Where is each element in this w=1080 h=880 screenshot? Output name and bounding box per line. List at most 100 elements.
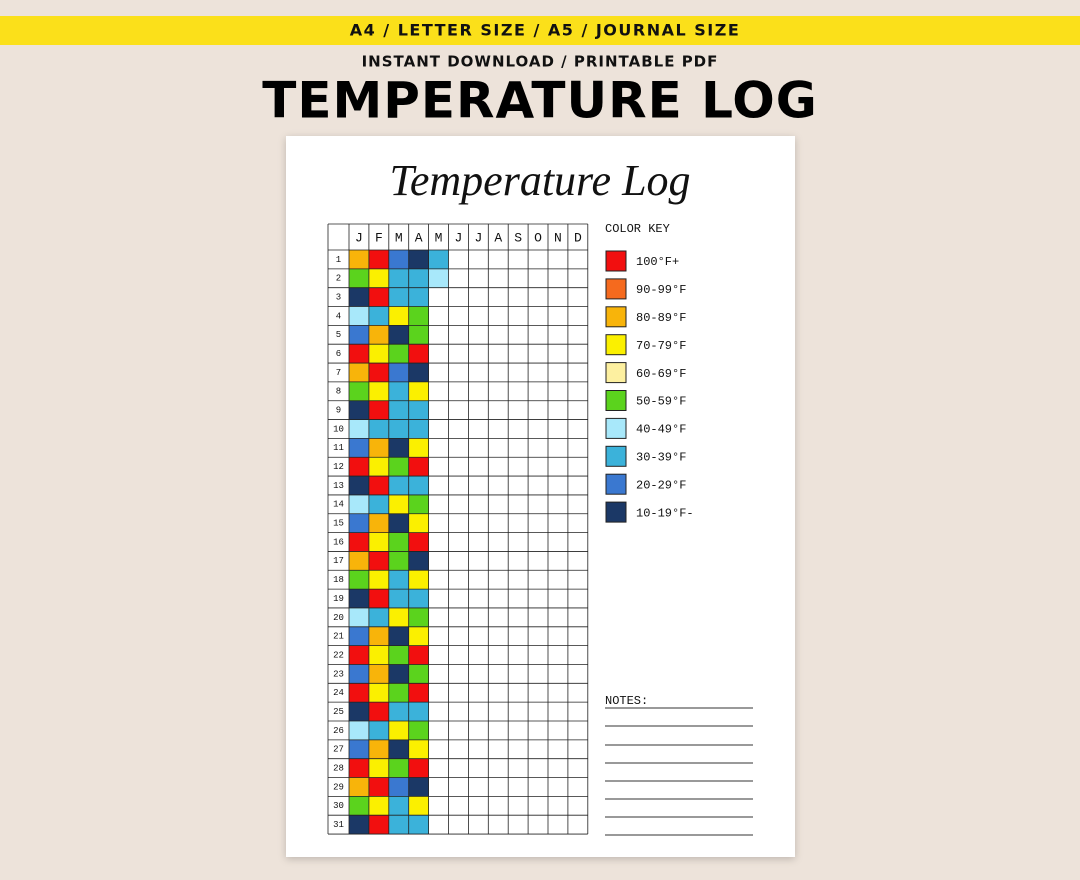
log-cell — [349, 607, 369, 627]
day-label: 29 — [333, 782, 344, 792]
log-cell — [349, 645, 369, 665]
day-label: 28 — [333, 763, 344, 773]
log-cell — [388, 664, 409, 684]
day-label: 20 — [333, 613, 344, 623]
day-label: 21 — [333, 632, 344, 642]
log-cell — [408, 551, 429, 571]
day-label: 25 — [333, 707, 344, 717]
day-label: 1 — [336, 255, 341, 265]
log-cell — [368, 513, 389, 533]
day-label: 22 — [333, 650, 344, 660]
log-cell — [349, 721, 369, 740]
log-cell — [349, 306, 369, 326]
log-cell — [388, 815, 409, 835]
log-cell — [368, 626, 389, 646]
log-cell — [388, 589, 409, 608]
heading: TEMPERATURE LOG — [262, 72, 818, 130]
log-cell — [388, 287, 409, 307]
log-cell — [368, 758, 389, 778]
log-cell — [349, 683, 369, 703]
log-cell — [408, 626, 429, 646]
log-cell — [388, 325, 409, 345]
month-label: O — [534, 230, 542, 245]
log-cell — [388, 513, 409, 533]
log-cell — [408, 739, 429, 759]
log-cell — [408, 494, 429, 514]
log-cell — [388, 250, 409, 269]
log-cell — [388, 381, 409, 401]
log-cell — [388, 344, 409, 364]
log-cell — [388, 438, 409, 458]
log-cell — [388, 363, 409, 382]
log-cell — [388, 777, 409, 797]
log-cell — [368, 739, 389, 759]
month-label: A — [415, 230, 423, 245]
log-cell — [408, 758, 429, 778]
log-cell — [408, 815, 429, 835]
key-swatch — [605, 501, 627, 523]
log-cell — [368, 250, 389, 269]
log-cell — [349, 419, 369, 439]
key-swatch — [605, 334, 627, 356]
key-label: 40-49°F — [636, 423, 686, 437]
log-cell — [368, 419, 389, 439]
day-label: 19 — [333, 594, 344, 604]
log-cell — [349, 457, 369, 477]
month-label: D — [574, 230, 582, 245]
day-label: 11 — [333, 443, 344, 453]
key-swatch — [605, 306, 627, 328]
day-label: 23 — [333, 669, 344, 679]
log-cell — [368, 325, 389, 345]
key-swatch — [605, 362, 627, 384]
sheet-title: Temperature Log — [389, 156, 690, 205]
log-cell — [349, 815, 369, 835]
day-label: 13 — [333, 481, 344, 491]
log-cell — [368, 306, 389, 326]
day-label: 4 — [336, 311, 341, 321]
log-cell — [349, 589, 369, 608]
log-cell — [368, 551, 389, 571]
log-cell — [368, 476, 389, 495]
log-cell — [368, 645, 389, 665]
day-label: 26 — [333, 726, 344, 736]
log-cell — [349, 626, 369, 646]
log-cell — [408, 645, 429, 665]
day-label: 3 — [336, 292, 341, 302]
log-cell — [388, 702, 409, 721]
notes-title: NOTES: — [605, 694, 648, 708]
day-label: 17 — [333, 556, 344, 566]
notes-lines — [605, 707, 753, 836]
log-cell — [388, 796, 409, 816]
key-label: 90-99°F — [636, 283, 686, 297]
key-label: 100°F+ — [636, 255, 679, 269]
key-swatch — [605, 417, 627, 439]
log-cell — [349, 513, 369, 533]
log-cell — [368, 683, 389, 703]
log-cell — [388, 400, 409, 420]
month-label: A — [494, 230, 502, 245]
log-cell — [408, 325, 429, 345]
day-label: 5 — [336, 330, 341, 340]
log-cell — [349, 325, 369, 345]
day-label: 9 — [336, 406, 341, 416]
key-swatch — [605, 473, 627, 495]
log-cell — [368, 532, 389, 552]
log-cell — [408, 419, 429, 439]
log-cell — [408, 513, 429, 533]
log-cell — [408, 683, 429, 703]
log-cell — [388, 494, 409, 514]
key-label: 50-59°F — [636, 395, 686, 409]
day-label: 12 — [333, 462, 344, 472]
month-label: J — [455, 230, 463, 245]
log-cell — [349, 344, 369, 364]
subheading: INSTANT DOWNLOAD / PRINTABLE PDF — [362, 53, 719, 71]
day-label: 18 — [333, 575, 344, 585]
day-label: 16 — [333, 537, 344, 547]
log-cell — [408, 721, 429, 740]
log-cell — [408, 400, 429, 420]
key-label: 10-19°F- — [636, 506, 694, 520]
month-label: M — [395, 230, 403, 245]
banner — [0, 16, 1080, 45]
log-cell — [388, 626, 409, 646]
